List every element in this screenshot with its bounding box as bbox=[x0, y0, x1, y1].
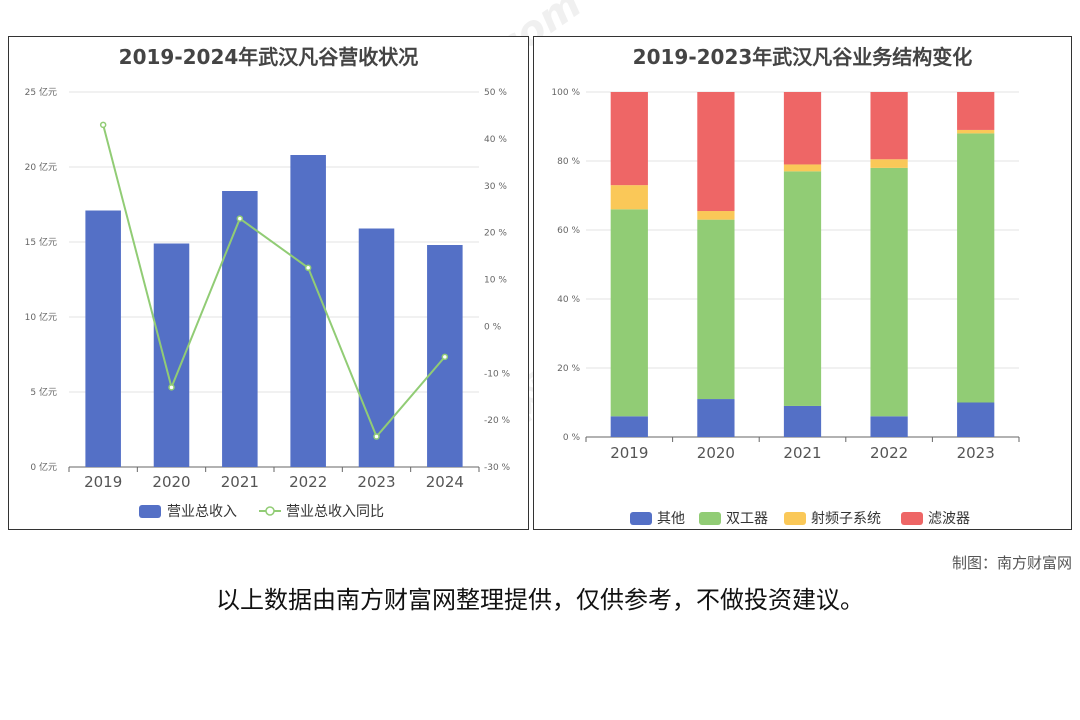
x-tick-label: 2020 bbox=[697, 444, 735, 462]
legend-label: 其他 bbox=[657, 511, 685, 527]
y-right-tick-label: -20 % bbox=[484, 416, 511, 426]
revenue-bar bbox=[153, 243, 190, 467]
revenue-bar bbox=[290, 155, 326, 467]
x-tick-label: 2023 bbox=[957, 444, 995, 462]
stack-segment bbox=[870, 159, 908, 168]
legend-swatch bbox=[699, 512, 721, 525]
stack-segment bbox=[870, 167, 908, 417]
stack-segment bbox=[957, 402, 995, 437]
y-right-tick-label: 0 % bbox=[484, 322, 502, 332]
legend-swatch-yoy-marker bbox=[265, 506, 275, 516]
yoy-line bbox=[102, 124, 446, 439]
x-tick-label: 2022 bbox=[870, 444, 908, 462]
legend-swatch-revenue bbox=[139, 505, 161, 518]
stack-segment bbox=[610, 92, 648, 186]
x-tick-label: 2022 bbox=[289, 473, 327, 491]
yoy-point bbox=[373, 433, 380, 440]
legend-swatch bbox=[901, 512, 923, 525]
chart-title: 2019-2023年武汉凡谷业务结构变化 bbox=[632, 45, 973, 69]
legend-label: 营业总收入同比 bbox=[286, 504, 384, 520]
x-tick-label: 2021 bbox=[221, 473, 259, 491]
legend-label: 滤波器 bbox=[928, 511, 970, 527]
stack-segment bbox=[697, 211, 735, 220]
revenue-chart: 0 亿元 5 亿元 10 亿元 15 亿元 20 亿元 25 亿元 -30 % -20 % -1… bbox=[25, 86, 511, 520]
yoy-point bbox=[99, 121, 107, 129]
y-tick-label: 80 % bbox=[557, 157, 580, 167]
y-right-tick-label: -10 % bbox=[484, 369, 511, 379]
y-left-tick-label: 25 亿元 bbox=[25, 86, 57, 98]
x-tick-label: 2019 bbox=[610, 444, 648, 462]
y-right-tick-label: 20 % bbox=[484, 229, 507, 239]
x-tick-label: 2019 bbox=[84, 473, 122, 491]
revenue-bar bbox=[85, 210, 121, 467]
stack-segment bbox=[957, 133, 995, 403]
stack-segment bbox=[870, 416, 908, 437]
revenue-chart-panel: 2019-2024年武汉凡谷营收状况 0 亿元 5 亿元 10 亿元 15 亿元 20 … bbox=[8, 36, 529, 530]
y-left-tick-label: 0 亿元 bbox=[30, 461, 57, 473]
chart-credit: 制图：南方财富网 bbox=[951, 554, 1072, 572]
legend-swatch bbox=[784, 512, 806, 525]
stack-segment bbox=[610, 209, 648, 417]
x-tick-label: 2024 bbox=[426, 473, 464, 491]
y-right-tick-label: 40 % bbox=[484, 135, 507, 145]
business-structure-chart-panel: 2019-2023年武汉凡谷业务结构变化 0 % 20 % 40 % 60 % 80 %… bbox=[533, 36, 1072, 530]
stack-segment bbox=[697, 219, 735, 400]
stack-segment bbox=[697, 92, 735, 212]
legend-label: 营业总收入 bbox=[167, 504, 237, 520]
y-tick-label: 40 % bbox=[557, 295, 580, 305]
stack-segment bbox=[610, 185, 648, 210]
stack-segment bbox=[870, 92, 908, 160]
stack-segment bbox=[783, 171, 822, 406]
legend-label: 双工器 bbox=[726, 511, 768, 527]
y-right-tick-label: 10 % bbox=[484, 276, 507, 286]
stack-segment bbox=[783, 164, 822, 172]
x-tick-label: 2020 bbox=[152, 473, 190, 491]
y-left-tick-label: 15 亿元 bbox=[25, 236, 57, 248]
yoy-point bbox=[168, 384, 175, 391]
stack-segment bbox=[697, 399, 735, 437]
chart-title: 2019-2024年武汉凡谷营收状况 bbox=[118, 45, 419, 69]
yoy-point bbox=[236, 215, 244, 222]
y-tick-label: 0 % bbox=[563, 433, 581, 443]
stack-segment bbox=[957, 129, 995, 134]
yoy-point bbox=[304, 264, 312, 272]
y-right-tick-label: 30 % bbox=[484, 182, 507, 192]
y-right-tick-label: 50 % bbox=[484, 88, 507, 98]
y-tick-label: 100 % bbox=[551, 88, 580, 98]
y-tick-label: 20 % bbox=[557, 364, 580, 374]
stack-segment bbox=[957, 92, 995, 130]
legend-swatch bbox=[630, 512, 652, 525]
x-tick-label: 2021 bbox=[783, 444, 821, 462]
y-left-tick-label: 20 亿元 bbox=[25, 161, 57, 173]
business-structure-chart: 0 % 20 % 40 % 60 % 80 % 100 % 2019 2020 2021 2022… bbox=[551, 88, 1020, 527]
disclaimer-text: 以上数据由南方财富网整理提供，仅供参考，不做投资建议。 bbox=[216, 586, 864, 614]
y-right-tick-label: -30 % bbox=[484, 463, 511, 473]
yoy-point bbox=[441, 353, 449, 361]
y-left-tick-label: 10 亿元 bbox=[25, 311, 57, 323]
stack-segment bbox=[783, 92, 822, 165]
revenue-bar bbox=[358, 228, 395, 467]
stack-segment bbox=[610, 416, 648, 437]
y-left-tick-label: 5 亿元 bbox=[30, 386, 57, 398]
revenue-bar bbox=[222, 191, 258, 467]
y-tick-label: 60 % bbox=[557, 226, 580, 236]
legend-label: 射频子系统 bbox=[811, 511, 881, 527]
stack-segment bbox=[783, 405, 822, 437]
x-tick-label: 2023 bbox=[357, 473, 395, 491]
